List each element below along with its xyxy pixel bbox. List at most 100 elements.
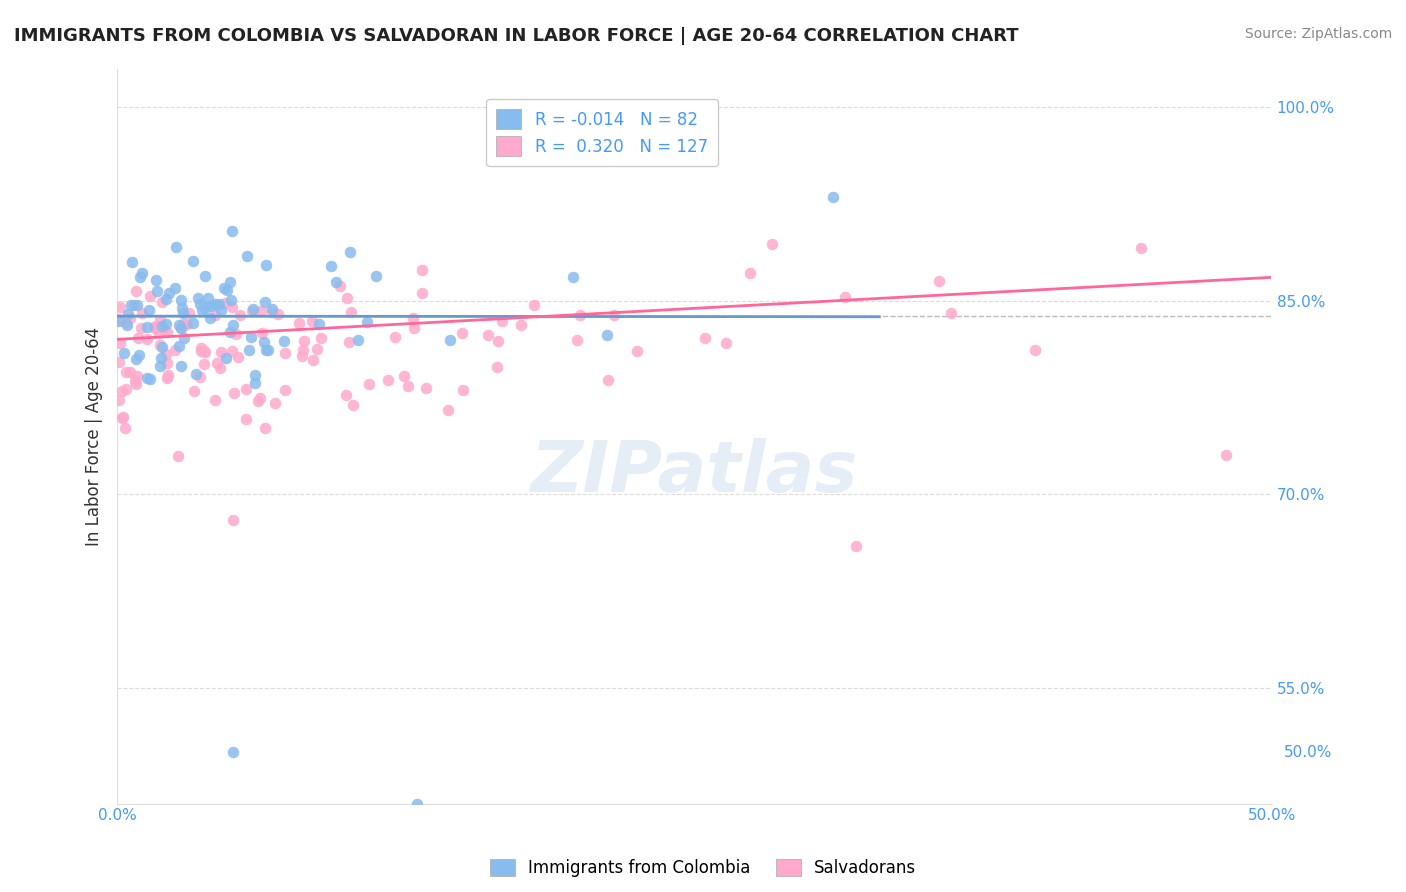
Point <box>1024 343 1046 357</box>
Point <box>155 317 177 331</box>
Point <box>120 365 142 379</box>
Point <box>346 333 368 347</box>
Point <box>127 330 149 344</box>
Point <box>167 318 190 332</box>
Point <box>247 393 270 408</box>
Point <box>115 365 138 379</box>
Point <box>208 297 231 311</box>
Point <box>222 385 245 400</box>
Point <box>626 343 648 358</box>
Point <box>191 303 214 318</box>
Point <box>335 292 357 306</box>
Point <box>135 319 157 334</box>
Point <box>193 358 215 372</box>
Point <box>302 353 325 368</box>
Point <box>1215 449 1237 463</box>
Point <box>150 340 173 354</box>
Point <box>115 382 138 396</box>
Point <box>184 368 207 382</box>
Point <box>235 412 257 426</box>
Point <box>392 368 415 383</box>
Point <box>146 284 169 298</box>
Point <box>112 345 135 359</box>
Point <box>111 312 134 326</box>
Point <box>522 298 544 312</box>
Point <box>436 402 458 417</box>
Legend: R = -0.014   N = 82, R =  0.320   N = 127: R = -0.014 N = 82, R = 0.320 N = 127 <box>486 99 718 166</box>
Point <box>139 289 162 303</box>
Point <box>384 330 406 344</box>
Point <box>228 350 250 364</box>
Point <box>356 315 378 329</box>
Point <box>163 343 186 357</box>
Point <box>292 334 315 348</box>
Point <box>716 335 738 350</box>
Point <box>176 317 198 331</box>
Point <box>107 355 129 369</box>
Point <box>254 421 277 435</box>
Point <box>122 298 145 312</box>
Point <box>215 283 238 297</box>
Point <box>177 306 200 320</box>
Point <box>107 393 129 408</box>
Text: IMMIGRANTS FROM COLOMBIA VS SALVADORAN IN LABOR FORCE | AGE 20-64 CORRELATION CH: IMMIGRANTS FROM COLOMBIA VS SALVADORAN I… <box>14 27 1019 45</box>
Point <box>156 325 179 339</box>
Y-axis label: In Labor Force | Age 20-64: In Labor Force | Age 20-64 <box>86 326 103 546</box>
Point <box>127 368 149 383</box>
Point <box>118 311 141 326</box>
Point <box>183 316 205 330</box>
Point <box>129 321 152 335</box>
Point <box>204 393 226 408</box>
Point <box>238 343 260 357</box>
Point <box>145 273 167 287</box>
Point <box>108 300 131 314</box>
Point <box>301 314 323 328</box>
Point <box>1130 242 1153 256</box>
Point <box>250 326 273 341</box>
Point <box>194 269 217 284</box>
Point <box>307 342 329 356</box>
Point <box>169 339 191 353</box>
Point <box>120 298 142 312</box>
Point <box>125 377 148 392</box>
Point <box>254 343 277 357</box>
Point <box>131 266 153 280</box>
Point <box>221 300 243 314</box>
Point <box>364 268 387 283</box>
Point <box>485 360 508 375</box>
Point <box>115 318 138 332</box>
Point <box>187 291 209 305</box>
Point <box>108 314 131 328</box>
Point <box>221 513 243 527</box>
Point <box>328 278 350 293</box>
Point <box>325 275 347 289</box>
Point <box>173 331 195 345</box>
Point <box>229 308 252 322</box>
Point <box>128 348 150 362</box>
Point <box>193 344 215 359</box>
Point <box>127 297 149 311</box>
Point <box>335 388 357 402</box>
Point <box>411 285 433 300</box>
Point <box>377 373 399 387</box>
Point <box>834 290 856 304</box>
Point <box>219 275 242 289</box>
Point <box>221 745 243 759</box>
Point <box>129 269 152 284</box>
Point <box>257 343 280 357</box>
Point <box>125 285 148 299</box>
Point <box>155 292 177 306</box>
Point <box>197 291 219 305</box>
Point <box>190 344 212 359</box>
Point <box>569 308 592 322</box>
Point <box>243 368 266 383</box>
Point <box>172 317 194 331</box>
Point <box>222 318 245 333</box>
Point <box>319 259 342 273</box>
Point <box>215 351 238 366</box>
Point <box>486 334 509 349</box>
Point <box>170 359 193 373</box>
Point <box>139 372 162 386</box>
Point <box>143 319 166 334</box>
Point <box>121 255 143 269</box>
